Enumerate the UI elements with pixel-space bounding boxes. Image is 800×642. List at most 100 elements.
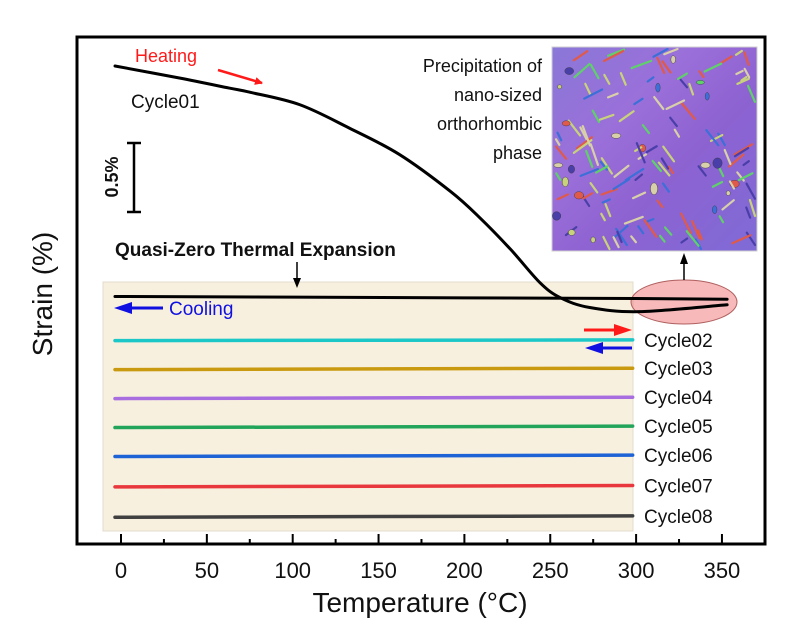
- micrograph-precipitate: [656, 199, 664, 209]
- micrograph-precipitate: [733, 146, 750, 158]
- micrograph-precipitate: [624, 167, 645, 182]
- micrograph-particle: [726, 190, 731, 196]
- x-tick-label: 100: [274, 558, 311, 583]
- micrograph-precipitate: [576, 136, 593, 150]
- micrograph-precipitate: [745, 182, 757, 200]
- micrograph-precipitate: [743, 51, 750, 66]
- micrograph-precipitate: [721, 199, 735, 211]
- micrograph-precipitate: [582, 192, 594, 200]
- micrograph-precipitate: [742, 160, 750, 167]
- micrograph-particle: [655, 82, 661, 93]
- micrograph-precipitate: [697, 165, 707, 177]
- cooling-label: Cooling: [169, 299, 233, 320]
- quasi-zero-shaded-region: [102, 281, 634, 532]
- micrograph-precipitate: [633, 97, 644, 106]
- cycle-label-cycle06: Cycle06: [644, 446, 713, 467]
- micrograph-precipitate: [589, 63, 600, 80]
- x-tick-label: 250: [532, 558, 569, 583]
- micrograph-precipitate: [579, 167, 600, 177]
- micrograph-precipitate: [598, 113, 615, 121]
- micrograph-precipitate: [595, 165, 609, 174]
- micrograph-precipitate: [607, 48, 626, 57]
- inset-caption-line: Precipitation of: [423, 56, 543, 76]
- micrograph-precipitate: [602, 49, 625, 63]
- inset-caption: Precipitation of nano-sized orthorhombic…: [423, 56, 543, 163]
- cycle-label-cycle04: Cycle04: [644, 388, 713, 409]
- scale-bar: 0.5%: [102, 141, 141, 214]
- micrograph-precipitate: [613, 224, 629, 239]
- micrograph-precipitate: [661, 60, 672, 74]
- micrograph-precipitate: [556, 131, 563, 142]
- cycle-label-cycle07: Cycle07: [644, 477, 713, 498]
- series-line-cycle08: [113, 514, 635, 520]
- heating-arrow: [217, 68, 263, 85]
- micrograph-precipitate: [652, 47, 669, 58]
- cycle-heating-arrow: [584, 324, 632, 336]
- micrograph-precipitate: [740, 75, 748, 82]
- micrograph-precipitate: [733, 143, 754, 156]
- micrograph-particle: [704, 92, 710, 101]
- micrograph-particle: [712, 157, 723, 169]
- micrograph-precipitate: [734, 49, 743, 56]
- series-line-cycle03: [113, 366, 635, 372]
- series-line-cycle02: [113, 338, 635, 343]
- micrograph-precipitate: [600, 212, 606, 222]
- micrograph-precipitate: [635, 141, 646, 164]
- micrograph-precipitate: [688, 82, 695, 96]
- cycle-label-cycle05: Cycle05: [644, 417, 713, 438]
- micrograph-precipitate: [718, 215, 725, 224]
- micrograph-particle: [568, 229, 576, 236]
- micrograph-precipitate: [711, 180, 724, 188]
- x-tick-label: 200: [446, 558, 483, 583]
- micrograph-precipitate: [623, 215, 644, 225]
- inset-caption-line: nano-sized: [454, 85, 542, 105]
- micrograph-precipitate: [618, 110, 635, 123]
- micrograph-precipitate: [600, 188, 618, 196]
- x-axis-title: Temperature (°C): [312, 587, 527, 618]
- micrograph-precipitate: [601, 198, 611, 204]
- micrograph-particle: [650, 182, 658, 195]
- micrograph-particle: [561, 176, 569, 187]
- micrograph-particle: [590, 236, 596, 243]
- micrograph-precipitate: [632, 191, 647, 200]
- heating-label: Heating: [135, 46, 197, 66]
- micrograph-precipitate: [603, 73, 611, 85]
- micrograph-precipitate: [718, 167, 725, 178]
- micrograph-precipitate: [602, 235, 611, 251]
- micrograph-precipitate: [584, 82, 592, 96]
- micrograph-precipitate: [591, 109, 601, 124]
- cycle-label-cycle02: Cycle02: [644, 331, 713, 352]
- scale-bar-label: 0.5%: [102, 156, 122, 197]
- micrograph-precipitate: [573, 62, 591, 79]
- series-line-cycle01-cooling: [113, 294, 729, 301]
- micrograph-precipitate: [644, 218, 655, 224]
- cycle-label-cycle03: Cycle03: [644, 359, 713, 380]
- x-tick-label: 50: [195, 558, 219, 583]
- cycle01-label: Cycle01: [131, 92, 200, 113]
- micrograph-precipitate: [737, 172, 754, 182]
- micrograph-precipitate: [658, 234, 666, 243]
- micrograph-particle: [611, 132, 621, 139]
- micrograph-precipitate: [554, 145, 568, 160]
- micrograph-precipitate: [736, 77, 750, 85]
- micrograph-precipitate: [679, 78, 689, 89]
- micrograph-particle: [670, 55, 676, 64]
- inset-pointer-arrow: [680, 253, 688, 280]
- micrograph-precipitate: [643, 219, 658, 238]
- micrograph-precipitate: [637, 225, 645, 235]
- micrograph-precipitate: [661, 182, 670, 193]
- qzte-arrow: [293, 262, 301, 288]
- cycle-labels: Cycle02 Cycle03 Cycle04 Cycle05 Cycle06 Cycle…: [644, 331, 713, 528]
- micrograph-precipitate: [651, 159, 663, 173]
- micrograph-particle: [562, 120, 571, 127]
- x-tick-label: 0: [115, 558, 127, 583]
- micrograph-precipitate: [748, 198, 757, 218]
- micrograph-particle: [696, 80, 705, 85]
- micrograph-precipitate: [698, 70, 705, 79]
- micrograph-precipitate: [653, 95, 665, 111]
- micrograph-precipitate: [728, 180, 736, 190]
- micrograph-precipitate: [685, 230, 700, 247]
- micrograph-precipitate: [735, 69, 744, 76]
- micrograph-precipitate: [673, 128, 681, 138]
